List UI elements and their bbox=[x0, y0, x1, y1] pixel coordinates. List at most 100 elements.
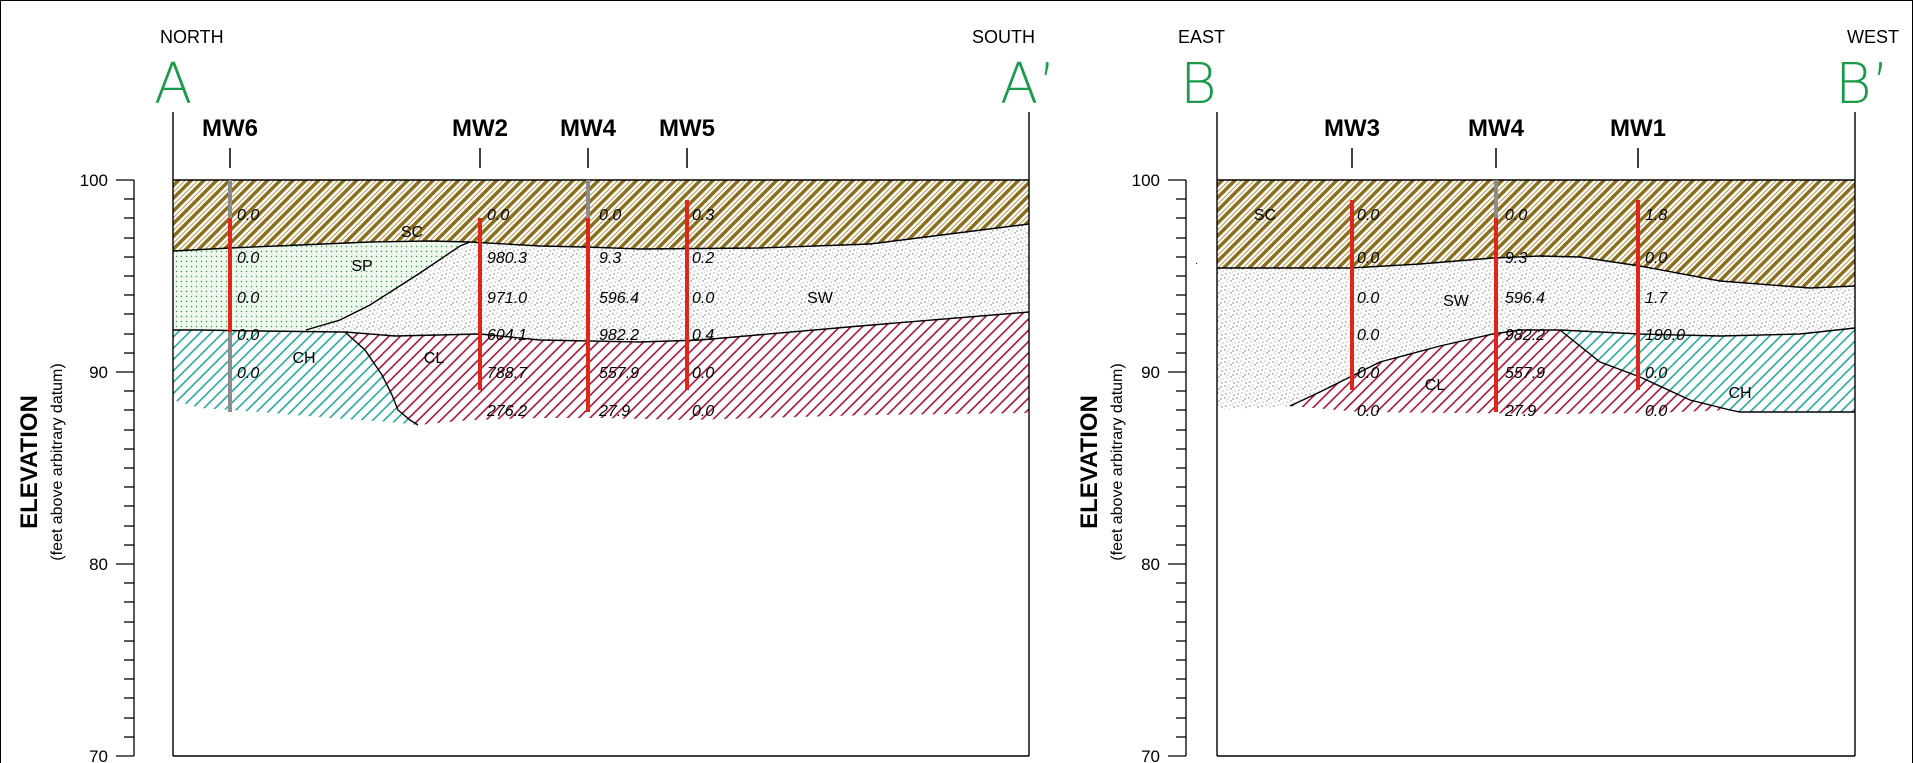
soil-layer-sc bbox=[173, 180, 1029, 251]
well-mw4-b[interactable]: MW4 bbox=[1468, 115, 1525, 412]
panel-b: EAST WEST B B’ ELEVATION (feet above arb… bbox=[1076, 27, 1899, 763]
reading: 27.9 bbox=[1504, 403, 1536, 420]
soil-label-cl: CL bbox=[1425, 377, 1446, 394]
reading: 1.7 bbox=[1645, 290, 1668, 307]
section-letter-b-prime: B’ bbox=[1835, 52, 1889, 117]
reading: 0.0 bbox=[692, 290, 714, 307]
y-tick-70: 70 bbox=[89, 747, 108, 763]
soil-label-sw: SW bbox=[1443, 293, 1470, 310]
reading: 190.0 bbox=[1645, 327, 1685, 344]
direction-label-east: EAST bbox=[1178, 27, 1225, 47]
reading: 0.0 bbox=[1357, 250, 1379, 267]
y-axis-label: ELEVATION bbox=[1076, 395, 1103, 529]
well-mw4-a[interactable]: MW4 bbox=[560, 115, 617, 412]
reading: 0.0 bbox=[692, 403, 714, 420]
y-tick-70: 70 bbox=[1141, 747, 1160, 763]
y-axis-b bbox=[1168, 179, 1187, 757]
well-mw6[interactable]: MW6 bbox=[202, 115, 258, 412]
soil-layer-sw bbox=[1217, 256, 1855, 410]
y-axis-title-b: ELEVATION (feet above arbitrary datum) bbox=[1076, 363, 1126, 560]
y-axis-sublabel: (feet above arbitrary datum) bbox=[49, 363, 66, 560]
reading: 0.2 bbox=[692, 250, 714, 267]
soil-layer-sw bbox=[306, 224, 1029, 342]
direction-label-north: NORTH bbox=[160, 27, 224, 47]
readings-mw5: 0.3 0.2 0.0 0.4 0.0 0.0 bbox=[692, 207, 714, 420]
y-tick-90: 90 bbox=[1141, 363, 1160, 382]
reading: 0.0 bbox=[692, 365, 714, 382]
reading: 0.0 bbox=[599, 207, 621, 224]
y-tick-80: 80 bbox=[89, 555, 108, 574]
reading: 0.0 bbox=[237, 207, 259, 224]
reading: 596.4 bbox=[1505, 290, 1545, 307]
y-tick-80: 80 bbox=[1141, 555, 1160, 574]
reading: 557.9 bbox=[1505, 365, 1545, 382]
well-label-mw6: MW6 bbox=[202, 115, 258, 142]
section-frame-b bbox=[1216, 112, 1856, 757]
reading: 557.9 bbox=[599, 365, 639, 382]
reading: 980.3 bbox=[487, 250, 527, 267]
reading: 604.1 bbox=[487, 327, 527, 344]
reading: 9.3 bbox=[599, 250, 621, 267]
reading: 0.0 bbox=[1645, 403, 1667, 420]
readings-mw1: 1.8 0.0 1.7 190.0 0.0 0.0 bbox=[1645, 207, 1685, 420]
readings-mw3: 0.0 0.0 0.0 0.0 0.0 0.0 bbox=[1357, 207, 1379, 420]
soil-layer-cl bbox=[1290, 330, 1730, 414]
reading: 0.0 bbox=[1645, 365, 1667, 382]
well-label-mw3: MW3 bbox=[1324, 115, 1380, 142]
direction-label-west: WEST bbox=[1847, 27, 1899, 47]
well-label-mw1: MW1 bbox=[1610, 115, 1666, 142]
reading: 27.9 bbox=[598, 403, 630, 420]
well-mw5[interactable]: MW5 bbox=[659, 115, 715, 390]
y-tick-90: 90 bbox=[89, 363, 108, 382]
reading: 0.0 bbox=[1357, 207, 1379, 224]
reading: 0.0 bbox=[1645, 250, 1667, 267]
reading: 0.0 bbox=[237, 327, 259, 344]
well-label-mw5: MW5 bbox=[659, 115, 715, 142]
y-axis-title-a: ELEVATION (feet above arbitrary datum) bbox=[16, 363, 66, 560]
reading: 788.7 bbox=[487, 365, 528, 382]
soil-layer-sp bbox=[173, 241, 470, 331]
reading: 276.2 bbox=[486, 403, 527, 420]
soil-label-sc: SC bbox=[401, 224, 423, 241]
soil-layer-ch bbox=[173, 330, 418, 425]
y-tick-100: 100 bbox=[1132, 171, 1160, 190]
readings-mw4-a: 0.0 9.3 596.4 982.2 557.9 27.9 bbox=[598, 207, 639, 420]
well-label-mw4: MW4 bbox=[1468, 115, 1525, 142]
reading: 0.0 bbox=[237, 290, 259, 307]
well-mw3[interactable]: MW3 bbox=[1324, 115, 1380, 390]
section-letter-a-prime: A’ bbox=[1000, 52, 1056, 117]
y-tick-100: 100 bbox=[80, 171, 108, 190]
well-mw2[interactable]: MW2 bbox=[452, 115, 508, 390]
reading: 0.0 bbox=[1357, 327, 1379, 344]
soil-label-sp: SP bbox=[351, 258, 372, 275]
direction-label-south: SOUTH bbox=[972, 27, 1035, 47]
readings-mw4-b: 0.0 9.3 596.4 982.2 557.9 27.9 bbox=[1504, 207, 1545, 420]
reading: 0.0 bbox=[1357, 365, 1379, 382]
soil-label-ch: CH bbox=[1728, 385, 1751, 402]
reading: 0.0 bbox=[1357, 290, 1379, 307]
reading: 982.2 bbox=[599, 327, 639, 344]
reading: 1.8 bbox=[1645, 207, 1667, 224]
soil-layer-ch bbox=[1560, 328, 1855, 412]
section-frame-a bbox=[172, 112, 1030, 757]
well-label-mw2: MW2 bbox=[452, 115, 508, 142]
section-letter-a: A bbox=[154, 52, 192, 117]
well-label-mw4: MW4 bbox=[560, 115, 617, 142]
contact-lines-b bbox=[1217, 255, 1856, 413]
reading: 0.3 bbox=[692, 207, 714, 224]
reading: 0.0 bbox=[237, 365, 259, 382]
readings-mw2: 0.0 980.3 971.0 604.1 788.7 276.2 bbox=[486, 207, 528, 420]
soil-layer-sc bbox=[1217, 180, 1855, 288]
soil-label-sc: SC bbox=[1254, 207, 1276, 224]
soil-label-cl: CL bbox=[424, 350, 445, 367]
panel-a: NORTH SOUTH A A’ ELEVATION (feet above a… bbox=[16, 27, 1056, 763]
reading: 0.0 bbox=[487, 207, 509, 224]
reading: 0.0 bbox=[1505, 207, 1527, 224]
soil-label-ch: CH bbox=[292, 350, 315, 367]
reading: 0.0 bbox=[237, 250, 259, 267]
y-axis-a bbox=[116, 179, 135, 757]
reading: 971.0 bbox=[487, 290, 527, 307]
reading: 9.3 bbox=[1505, 250, 1527, 267]
well-mw1[interactable]: MW1 bbox=[1610, 115, 1666, 390]
